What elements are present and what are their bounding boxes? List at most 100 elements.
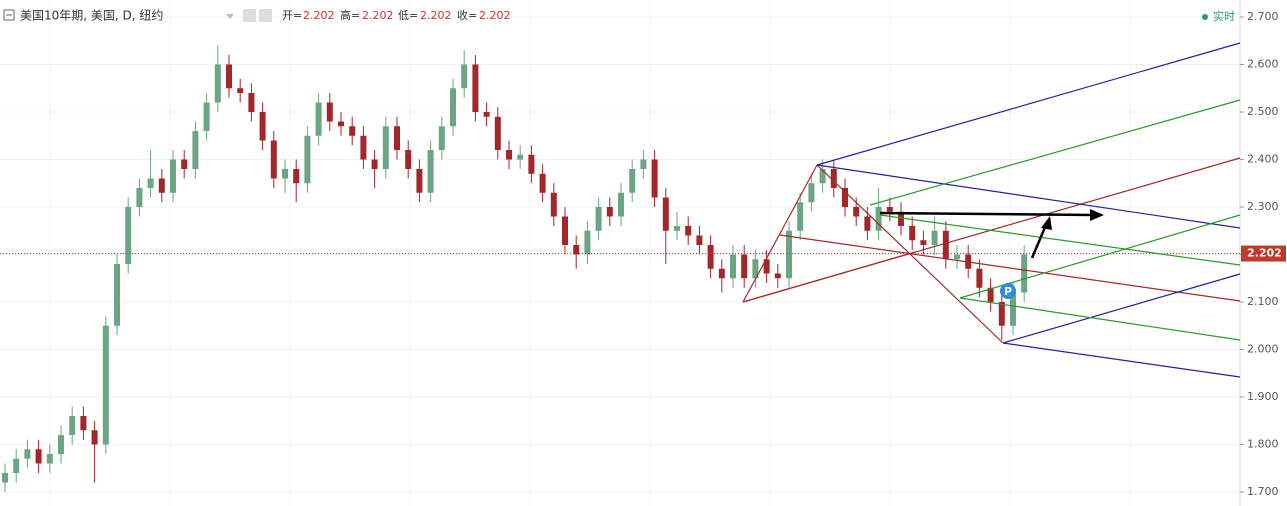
realtime[interactable]: 实时 — [1213, 9, 1235, 23]
candle-body — [114, 264, 120, 326]
y-tick-label: 1.900 — [1247, 390, 1279, 403]
candle-body — [517, 154, 524, 160]
candle-body — [259, 112, 266, 141]
candle-body — [898, 211, 904, 226]
candle-body — [1021, 254, 1028, 293]
candle-body — [1010, 292, 1016, 326]
y-tick-label: 1.700 — [1247, 485, 1279, 498]
candle-body — [651, 159, 658, 198]
candle-body — [920, 240, 927, 245]
candle-body — [640, 159, 647, 169]
candle-body — [416, 169, 423, 193]
candle-body — [842, 188, 848, 207]
candle-body — [763, 259, 770, 274]
candle-body — [931, 230, 938, 245]
candle-body — [46, 454, 53, 464]
low-value: 2.202 — [420, 9, 452, 22]
candle-body — [69, 416, 76, 435]
candle-body — [125, 207, 132, 264]
candle-body — [58, 435, 64, 454]
candle-body — [797, 202, 804, 231]
close-label: 收= — [457, 8, 477, 22]
candle-body — [685, 226, 692, 236]
candle-body — [405, 150, 412, 169]
high-label: 高= — [340, 8, 360, 22]
candle-body — [203, 102, 210, 131]
candle-body — [875, 207, 882, 231]
candle-body — [674, 226, 680, 231]
vertical-grid — [0, 0, 1240, 506]
symbol-title: 美国10年期, 美国, D, 纽约 — [20, 8, 163, 23]
candle-body — [326, 102, 333, 122]
candle-body — [371, 159, 378, 169]
badge-circle — [1000, 283, 1016, 299]
candle-body — [147, 178, 154, 188]
candle-body — [909, 226, 916, 241]
header: 美国10年期, 美国, D, 纽约 开= 2.202 高= 2.202 低= 2… — [3, 8, 1235, 23]
candle-body — [80, 416, 87, 431]
candle-body — [438, 126, 445, 150]
candle-body — [192, 131, 199, 169]
last-price-label: 2.202 — [1247, 247, 1282, 260]
candle-body — [629, 169, 636, 193]
candle-body — [786, 230, 792, 279]
candle-body — [808, 183, 815, 203]
last-price-box — [1241, 245, 1286, 262]
candle-body — [293, 169, 300, 184]
candle-body — [506, 150, 512, 160]
candle-body — [102, 325, 109, 445]
high-value: 2.202 — [362, 9, 394, 22]
candle-body — [730, 254, 736, 279]
candle-body — [606, 207, 613, 217]
candle-body — [819, 169, 826, 184]
candle-body — [2, 473, 8, 483]
candle-body — [595, 207, 602, 231]
candle-body — [35, 449, 42, 464]
badge-text: P — [1004, 285, 1012, 298]
candle-body — [954, 254, 960, 260]
candle-body — [886, 207, 893, 212]
candle-body — [181, 159, 188, 169]
candle-body — [170, 159, 176, 193]
candle-body — [718, 268, 725, 279]
candle-body — [214, 64, 221, 103]
y-tick-label: 2.000 — [1247, 343, 1279, 356]
candle-body — [360, 135, 367, 160]
candle-body — [573, 245, 580, 255]
candle-body — [528, 154, 535, 174]
candle-body — [696, 235, 703, 245]
pitchfork-drawings — [742, 42, 1241, 378]
candle-body — [304, 135, 311, 184]
open-value: 2.202 — [303, 9, 335, 22]
candle-body — [450, 88, 456, 127]
candle-body — [662, 197, 669, 231]
candle-body — [24, 449, 31, 459]
candle-body — [942, 230, 949, 260]
candle-body — [237, 88, 244, 93]
candle-body — [618, 192, 624, 217]
candle-body — [472, 64, 479, 112]
candle-body — [830, 169, 837, 188]
candle-body — [315, 102, 322, 136]
candle-body — [550, 192, 557, 217]
candle-body — [752, 259, 759, 279]
low-label: 低= — [398, 9, 418, 22]
y-tick-label: 2.300 — [1247, 200, 1279, 213]
candle-body — [394, 126, 400, 150]
candle-body — [998, 302, 1005, 326]
candle-body — [282, 169, 288, 179]
candle-body — [539, 173, 546, 193]
candle-body — [226, 64, 232, 89]
candle-body — [136, 188, 143, 207]
y-tick-label: 2.100 — [1247, 295, 1279, 308]
candle-body — [987, 287, 994, 302]
candle-body — [461, 64, 468, 89]
candle-body — [864, 216, 871, 231]
candle-body — [338, 121, 344, 127]
candle-body — [741, 254, 748, 279]
candle-body — [13, 458, 20, 473]
candle-body — [270, 140, 277, 179]
candle-body — [976, 268, 983, 288]
